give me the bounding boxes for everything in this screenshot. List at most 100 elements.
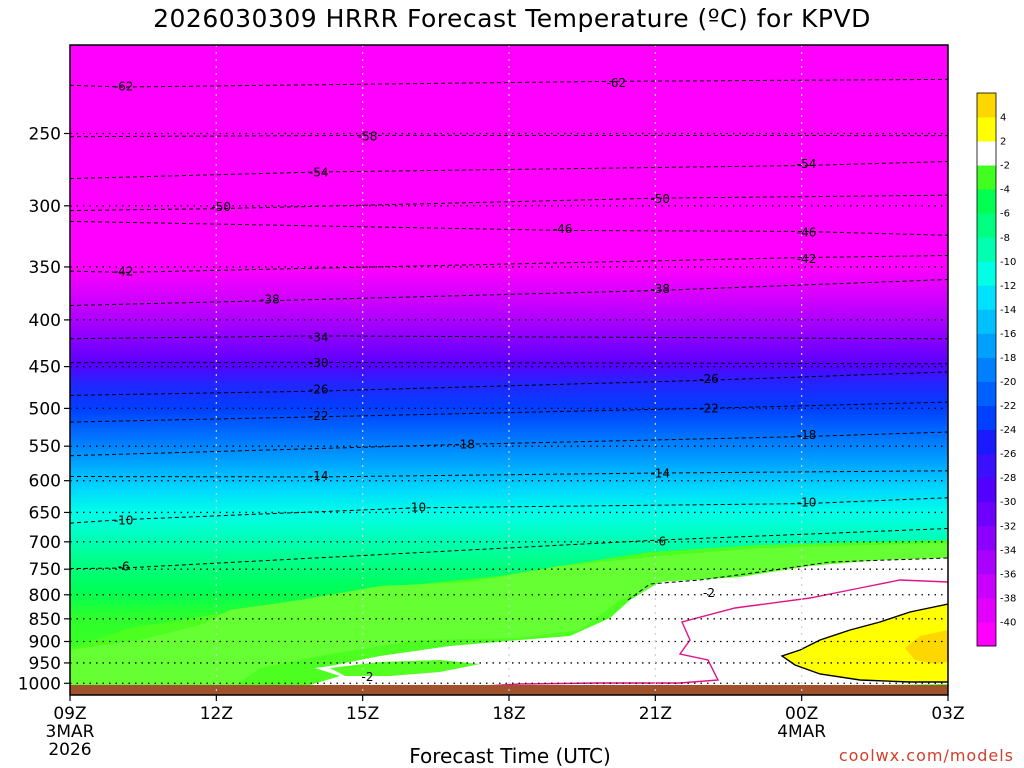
warm-region-gold [905, 630, 948, 664]
y-tick-label: 900 [29, 632, 61, 652]
colorbar-swatch [977, 501, 996, 527]
colorbar-swatch [977, 213, 996, 238]
isotherm-label: -58 [358, 130, 378, 144]
warm-contour-black [780, 603, 948, 683]
y-tick-label: 850 [29, 610, 61, 630]
isotherm-line [69, 279, 949, 306]
isotherm-label: -14 [309, 469, 329, 483]
isotherm-label: -10 [114, 513, 134, 527]
y-tick-label: 500 [29, 399, 61, 419]
colorbar-label: -32 [1000, 521, 1016, 532]
isotherm-line [69, 134, 949, 138]
isotherm-line [69, 335, 949, 340]
colorbar-swatch [977, 189, 996, 214]
isotherm-label: -42 [114, 264, 134, 278]
colorbar-swatch [977, 357, 996, 382]
y-tick-label: 750 [29, 560, 61, 580]
colorbar-swatch [977, 333, 996, 358]
colorbar-swatch [977, 429, 996, 455]
isotherm-label: -46 [797, 226, 817, 240]
y-tick-label: 350 [29, 258, 61, 278]
isotherm-line [69, 528, 949, 570]
isotherm-label: -54 [309, 166, 329, 180]
colorbar-swatch [977, 477, 996, 503]
colorbar-label: -18 [1000, 353, 1016, 364]
colorbar-swatch [977, 117, 996, 142]
credit-text: coolwx.com/models [838, 746, 1014, 765]
x-axis-label: Forecast Time (UTC) [409, 744, 611, 768]
freezing-contour-magenta [449, 579, 948, 689]
x-tick-sublabel: 2026 [48, 740, 91, 760]
isotherm-label: -2 [703, 586, 715, 600]
colorbar-label: -12 [1000, 281, 1016, 292]
colorbar-swatch [977, 453, 996, 479]
colorbar-label: 4 [1000, 113, 1006, 124]
colorbar-label: -26 [1000, 449, 1016, 460]
isotherm-label: -46 [553, 222, 573, 236]
isotherm-label: -10 [797, 496, 817, 510]
isotherm-line [627, 557, 949, 601]
isotherm-line [69, 361, 949, 365]
x-tick-label: 09Z [53, 704, 86, 724]
colorbar-swatch [977, 165, 996, 190]
colorbar-swatch [977, 549, 996, 575]
isotherm-label: -38 [260, 293, 280, 307]
isotherm-label: -6 [654, 534, 666, 548]
colorbar-label: -36 [1000, 569, 1016, 580]
colorbar-swatch [977, 525, 996, 551]
colorbar-swatch [977, 285, 996, 310]
x-tick-label: 03Z [931, 704, 964, 724]
isotherm-label: -42 [797, 252, 817, 266]
isotherm-label: -26 [699, 372, 719, 386]
colorbar-label: -4 [1000, 185, 1010, 196]
x-tick-label: 00Z [785, 704, 818, 724]
y-tick-label: 450 [29, 358, 61, 378]
y-tick-label: 1000 [18, 674, 61, 694]
y-tick-label: 650 [29, 503, 61, 523]
isotherm-labels: -62 -62 -58 -54 -54 -50 -50 -46 -46 -42 -42 -38 -38 -… [114, 76, 816, 684]
y-tick-label: 700 [29, 533, 61, 553]
isotherm-line [69, 161, 949, 180]
isotherm-label: -38 [650, 282, 670, 296]
colorbar-label: -34 [1000, 545, 1016, 556]
x-tick-sublabel: 3MAR [46, 722, 95, 742]
y-tick-label: 950 [29, 654, 61, 674]
colorbar-label: -16 [1000, 329, 1016, 340]
colorbar-label: -20 [1000, 377, 1016, 388]
colorbar-swatch [977, 597, 996, 623]
isotherm-label: -22 [309, 409, 329, 423]
inner-green-cut [330, 660, 480, 676]
isotherm-line [69, 371, 949, 396]
y-tick-label: 550 [29, 437, 61, 457]
isotherm-label: -26 [309, 383, 329, 397]
y-axis: 2503003504004505005506006507007508008509… [18, 124, 70, 694]
colorbar-swatch [977, 237, 996, 262]
x-tick-label: 12Z [200, 704, 233, 724]
plot-overlays [70, 540, 948, 695]
isotherm-label: -34 [309, 330, 329, 344]
isotherm-label: -54 [797, 157, 817, 171]
colorbar-label: -10 [1000, 257, 1016, 268]
warm-region-yellow [782, 604, 948, 682]
isotherm-line [69, 401, 949, 423]
x-tick-label: 21Z [639, 704, 672, 724]
colorbar-swatch [977, 141, 996, 166]
colorbar-swatch [977, 93, 996, 118]
chart-title: 2026030309 HRRR Forecast Temperature (ºC… [153, 4, 871, 33]
isotherm-label: -14 [650, 466, 670, 480]
isotherm-line [69, 255, 949, 273]
temperature-band-light-green [70, 543, 948, 692]
isotherm-label: -6 [118, 560, 130, 574]
colorbar-swatch [977, 381, 996, 406]
colorbar-label: -14 [1000, 305, 1016, 316]
colorbar-label: -6 [1000, 209, 1010, 220]
colorbar-label: -30 [1000, 497, 1016, 508]
isotherm-label: -62 [114, 79, 134, 93]
isotherm-label: -50 [211, 200, 231, 214]
colorbar-label: -24 [1000, 425, 1016, 436]
isotherm-line [69, 497, 949, 524]
colorbar-swatch [977, 405, 996, 431]
x-tick-label: 15Z [346, 704, 379, 724]
isotherm-label: -30 [309, 356, 329, 370]
colorbar-swatch [977, 621, 996, 647]
